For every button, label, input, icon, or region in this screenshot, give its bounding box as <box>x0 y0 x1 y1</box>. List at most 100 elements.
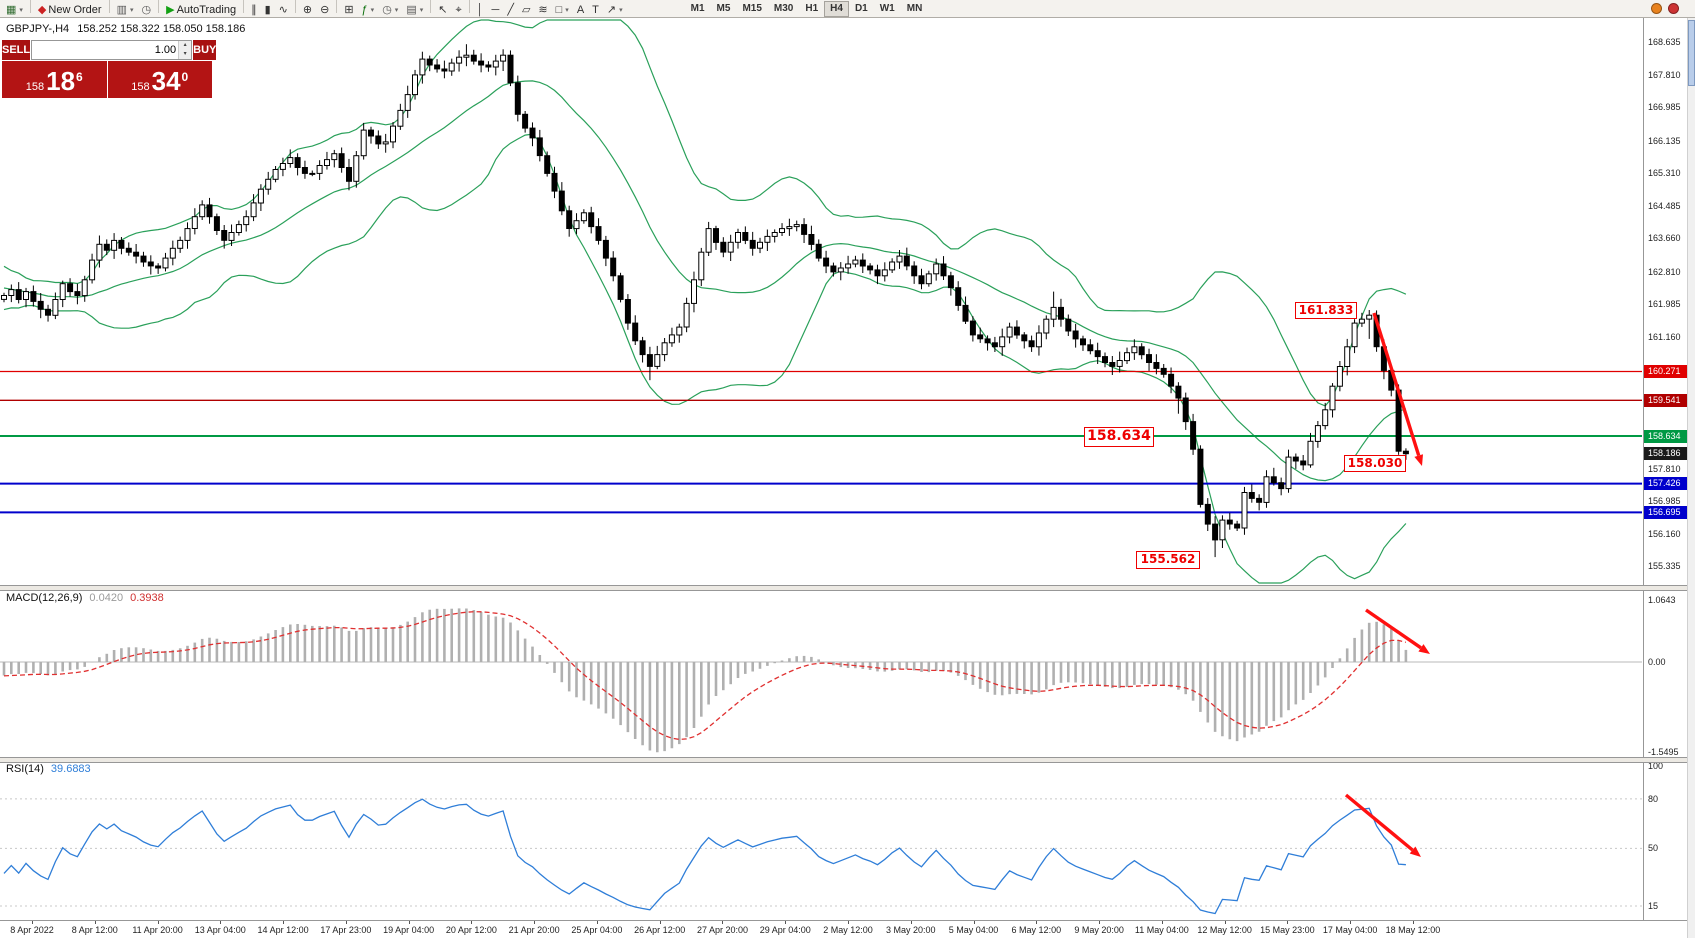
fibonacci-icon: ≋ <box>538 3 548 16</box>
vertical-line-button[interactable]: │ <box>473 2 488 18</box>
zoom-in-icon: ⊕ <box>302 3 313 16</box>
toolbar-right-icons <box>1651 3 1679 14</box>
price-annotation-label[interactable]: 161.833 <box>1295 302 1357 319</box>
price-scale[interactable]: 168.635 167.810 166.985 166.135 165.310 164.4… <box>1643 18 1688 920</box>
new-order-button[interactable]: ◆ New Order <box>34 2 106 18</box>
time-axis-tick <box>1099 921 1101 924</box>
line-chart-button[interactable]: ∿ <box>275 2 292 18</box>
lot-input[interactable] <box>32 41 179 59</box>
timeframe-m1-button[interactable]: M1 <box>685 1 711 17</box>
trend-arrow[interactable] <box>1344 793 1414 852</box>
arrows-button[interactable]: ↗ ▾ <box>603 2 627 18</box>
scrollbar-thumb[interactable] <box>1688 20 1695 86</box>
text-button[interactable]: A <box>573 2 588 18</box>
dropdown-caret-icon: ▾ <box>129 6 134 14</box>
time-axis-tick <box>1224 921 1226 924</box>
trend-arrow-head[interactable] <box>1409 846 1421 858</box>
timeframe-h4-button[interactable]: H4 <box>824 0 849 17</box>
scale-tick-label: 15 <box>1648 900 1659 911</box>
scale-tick-label: 165.310 <box>1648 168 1681 178</box>
tile-windows-button[interactable]: ⊞ <box>340 2 357 18</box>
trend-arrow-head[interactable] <box>1418 644 1430 654</box>
panel-separator-rsi[interactable] <box>0 757 1687 763</box>
zoom-out-button[interactable]: ⊖ <box>316 2 333 18</box>
periods-button[interactable]: ◷ ▾ <box>378 2 402 18</box>
new-order-button-label: New Order <box>48 3 102 16</box>
templates-icon: ▤ <box>406 3 417 16</box>
alerts-button[interactable]: ◷ <box>138 2 156 18</box>
templates-button[interactable]: ▤ ▾ <box>402 2 427 18</box>
trend-arrow[interactable] <box>1365 608 1422 650</box>
lot-decrease-button[interactable]: ▾ <box>179 50 192 59</box>
buy-button[interactable]: BUY <box>193 40 217 60</box>
scale-tick-label: 50 <box>1648 843 1659 854</box>
profiles-button[interactable]: ▥ ▾ <box>113 2 138 18</box>
price-badge: 159.541 <box>1644 393 1688 407</box>
vertical-line-icon: │ <box>476 3 484 16</box>
time-axis-label: 17 Apr 23:00 <box>320 925 372 935</box>
panel-separator-macd[interactable] <box>0 585 1687 591</box>
timeframe-mn-button[interactable]: MN <box>901 1 929 17</box>
bar-chart-button[interactable]: ∥ <box>247 2 261 18</box>
toolbar-buttons: ▦ ▾ ◆ New Order ▥ ▾ ◷ ▶ AutoTrading ∥ ▮ ∿ ⊕ ⊖ ⊞ ƒ ▾ ◷ ▾ ▤ ▾ ↖… <box>2 0 627 18</box>
lot-spinner: ▴ ▾ <box>178 41 192 59</box>
time-axis-tick <box>596 921 598 924</box>
buy-price-button[interactable]: 158 34 0 <box>107 61 212 98</box>
timeframe-w1-button[interactable]: W1 <box>874 1 901 17</box>
timeframe-d1-button[interactable]: D1 <box>849 1 874 17</box>
arrows-icon: ↗ <box>606 3 617 16</box>
time-axis-label: 13 Apr 04:00 <box>194 925 246 935</box>
time-axis-label: 8 Apr 12:00 <box>71 925 118 935</box>
timeframe-m15-button[interactable]: M15 <box>736 1 767 17</box>
timeframe-h1-button[interactable]: H1 <box>799 1 824 17</box>
fibonacci-button[interactable]: ≋ <box>534 2 551 18</box>
macd-main-value: 0.0420 <box>89 592 124 604</box>
crosshair-button[interactable]: ⌖ <box>451 2 465 18</box>
cursor-button[interactable]: ↖ <box>434 2 451 18</box>
ask-superscript: 0 <box>181 70 189 84</box>
time-axis-tick <box>1161 921 1163 924</box>
alerts-icon: ◷ <box>141 3 152 16</box>
community-button[interactable] <box>1651 3 1662 14</box>
price-annotation-label[interactable]: 158.634 <box>1084 427 1154 447</box>
channel-button[interactable]: ▱ <box>518 2 534 18</box>
zoom-in-button[interactable]: ⊕ <box>299 2 316 18</box>
scale-tick-label: 100 <box>1648 761 1664 771</box>
indicators-button[interactable]: ƒ ▾ <box>358 2 379 18</box>
news-button[interactable] <box>1668 3 1679 14</box>
lot-increase-button[interactable]: ▴ <box>179 41 192 50</box>
macd-title: MACD(12,26,9) <box>6 592 83 604</box>
time-axis-tick <box>408 921 410 924</box>
scale-tick-label: 0.00 <box>1648 657 1666 667</box>
macd-signal-line <box>3 611 1407 741</box>
time-axis-label: 5 May 04:00 <box>948 925 999 935</box>
timeframe-m30-button[interactable]: M30 <box>768 1 799 17</box>
text-label-icon: T <box>592 3 599 16</box>
horizontal-line-button[interactable]: ─ <box>488 2 504 18</box>
scale-tick-label: 163.660 <box>1648 233 1681 243</box>
toolbar-separator <box>243 0 245 13</box>
vertical-scrollbar[interactable] <box>1687 18 1695 938</box>
sell-button[interactable]: SELL <box>2 40 31 60</box>
timeframe-m5-button[interactable]: M5 <box>711 1 737 17</box>
toolbar-separator <box>430 0 432 13</box>
cursor-icon: ↖ <box>438 3 448 16</box>
chart-canvas[interactable] <box>0 0 1643 938</box>
text-label-button[interactable]: T <box>588 2 603 18</box>
trendline-button[interactable]: ╱ <box>503 2 518 18</box>
time-axis-tick <box>283 921 285 924</box>
price-annotation-label[interactable]: 155.562 <box>1136 551 1200 569</box>
time-axis[interactable]: 8 Apr 2022 8 Apr 12:00 11 Apr 20:00 13 Apr … <box>0 920 1687 938</box>
trend-arrow-head[interactable] <box>1414 454 1423 466</box>
horizontal-line-objects[interactable] <box>0 370 1642 514</box>
shapes-button[interactable]: □ ▾ <box>552 2 573 18</box>
candlestick-chart-button[interactable]: ▮ <box>261 2 275 18</box>
sell-price-button[interactable]: 158 18 6 <box>2 61 107 98</box>
price-annotation-label[interactable]: 158.030 <box>1344 455 1406 472</box>
trend-arrow[interactable] <box>1372 312 1421 457</box>
rsi-title: RSI(14) <box>6 763 44 775</box>
autotrading-button[interactable]: ▶ AutoTrading <box>162 2 240 18</box>
toolbar-separator <box>294 0 296 13</box>
trend-arrows[interactable] <box>1344 312 1430 858</box>
new-chart-button[interactable]: ▦ ▾ <box>2 2 27 18</box>
